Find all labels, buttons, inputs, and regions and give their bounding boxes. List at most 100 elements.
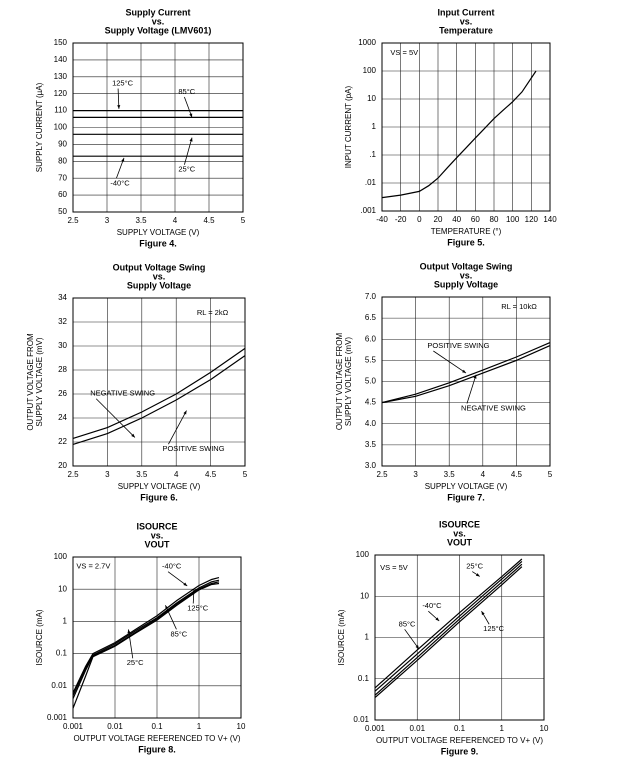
arrow-head (189, 137, 193, 142)
x-tick-label: 4 (481, 470, 486, 479)
plot-frame (374, 554, 545, 721)
series-line (374, 558, 523, 689)
chart-title: VOUT (144, 539, 170, 549)
chart-title: vs. (453, 528, 466, 538)
x-tick-label: 80 (490, 215, 499, 224)
chart-title: Supply Voltage (LMV601) (105, 25, 212, 35)
y-tick-label: .1 (369, 150, 376, 159)
arrow-head (183, 410, 187, 415)
chart-title: Input Current (438, 7, 495, 17)
y-tick-label: 120 (54, 89, 68, 98)
x-tick-label: 3 (105, 470, 110, 479)
y-tick-label: 110 (54, 106, 67, 115)
x-tick-label: 5 (243, 470, 248, 479)
y-tick-label: 90 (58, 140, 67, 149)
arrow-head (189, 113, 193, 118)
y-axis-label: SUPPLY VOLTAGE (mV) (344, 337, 353, 427)
chart-title: Supply Voltage (127, 280, 191, 290)
annotation: VS = 2.7V (76, 562, 110, 571)
x-tick-label: 3 (105, 216, 110, 225)
x-tick-label: 3.5 (136, 470, 148, 479)
y-tick-label: 3.5 (365, 440, 377, 449)
annotation-arrow (168, 410, 187, 445)
arrow-head (473, 374, 477, 379)
y-tick-label: 32 (58, 317, 67, 326)
x-tick-label: 4 (174, 470, 179, 479)
annotation: 125°C (112, 79, 134, 88)
y-tick-label: 1 (372, 122, 377, 131)
x-axis-label: SUPPLY VOLTAGE (V) (425, 482, 508, 491)
x-tick-label: 1 (197, 722, 202, 731)
series-line (374, 560, 523, 692)
figure-caption: Figure 8. (138, 744, 176, 754)
annotation: 85°C (178, 87, 195, 96)
y-axis-label: ISOURCE (mA) (337, 609, 346, 665)
annotation: 25°C (466, 562, 483, 571)
x-axis-label: TEMPERATURE (°) (431, 227, 502, 236)
x-tick-label: 1 (500, 724, 505, 733)
y-tick-label: 1 (365, 633, 370, 642)
x-tick-label: 0.01 (409, 724, 425, 733)
chart-title: ISOURCE (136, 521, 177, 531)
x-tick-label: 2.5 (67, 216, 79, 225)
annotation-arrow (128, 629, 134, 659)
y-tick-label: 100 (54, 552, 68, 561)
annotation-arrow (165, 605, 177, 630)
y-axis-label: ISOURCE (mA) (35, 609, 44, 665)
y-tick-label: 0.1 (358, 674, 370, 683)
x-tick-label: 4.5 (511, 470, 523, 479)
x-tick-label: 4 (173, 216, 178, 225)
annotation: 25°C (127, 658, 144, 667)
y-axis-label: INPUT CURRENT (pA) (344, 85, 353, 168)
plot-frame (72, 42, 244, 213)
x-tick-label: 0.001 (365, 724, 386, 733)
x-tick-label: -20 (395, 215, 407, 224)
annotation: NEGATIVE SWING (461, 404, 526, 413)
y-tick-label: 26 (58, 389, 67, 398)
arrow-head (475, 573, 480, 577)
y-tick-label: 150 (54, 38, 68, 47)
x-axis-label: OUTPUT VOLTAGE REFERENCED TO V+ (V) (376, 736, 543, 745)
arrow-head (183, 582, 188, 586)
arrow-head (481, 611, 485, 616)
x-tick-label: 0.01 (107, 722, 123, 731)
x-tick-label: 2.5 (67, 470, 79, 479)
chart-title: Output Voltage Swing (113, 262, 206, 272)
figure-caption: Figure 4. (139, 238, 177, 248)
arrow-head (192, 589, 196, 593)
y-tick-label: 60 (58, 190, 67, 199)
annotation: -40°C (162, 562, 182, 571)
annotation-arrow (433, 350, 467, 374)
series-line (72, 347, 246, 439)
annotation: -40°C (110, 178, 130, 187)
y-tick-label: 100 (356, 550, 370, 559)
chart-title: Output Voltage Swing (420, 261, 513, 271)
series-line (72, 577, 220, 694)
x-tick-label: 4.5 (203, 216, 215, 225)
x-tick-label: 100 (506, 215, 520, 224)
x-axis-label: OUTPUT VOLTAGE REFERENCED TO V+ (V) (73, 734, 240, 743)
chart-title: vs. (460, 16, 473, 26)
y-tick-label: 6.0 (365, 334, 377, 343)
x-tick-label: 5 (241, 216, 246, 225)
annotation: VS = 5V (390, 48, 418, 57)
x-tick-label: 140 (543, 215, 557, 224)
series-line (381, 70, 537, 199)
y-tick-label: 34 (58, 293, 67, 302)
annotation-arrow (167, 571, 188, 587)
annotation: NEGATIVE SWING (90, 389, 155, 398)
chart-title: Supply Current (125, 7, 190, 17)
x-tick-label: 60 (471, 215, 480, 224)
x-axis-label: SUPPLY VOLTAGE (V) (117, 228, 200, 237)
x-tick-label: 10 (237, 722, 246, 731)
figure-caption: Figure 7. (447, 492, 485, 502)
annotation-arrow (404, 629, 420, 650)
y-tick-label: 4.0 (365, 419, 377, 428)
y-tick-label: 50 (58, 207, 67, 216)
y-tick-label: 10 (367, 94, 376, 103)
series-line (381, 345, 551, 404)
y-axis-label: OUTPUT VOLTAGE FROM (335, 332, 344, 430)
series-line (381, 342, 551, 404)
y-tick-label: 130 (54, 72, 68, 81)
chart-title: vs. (153, 271, 166, 281)
